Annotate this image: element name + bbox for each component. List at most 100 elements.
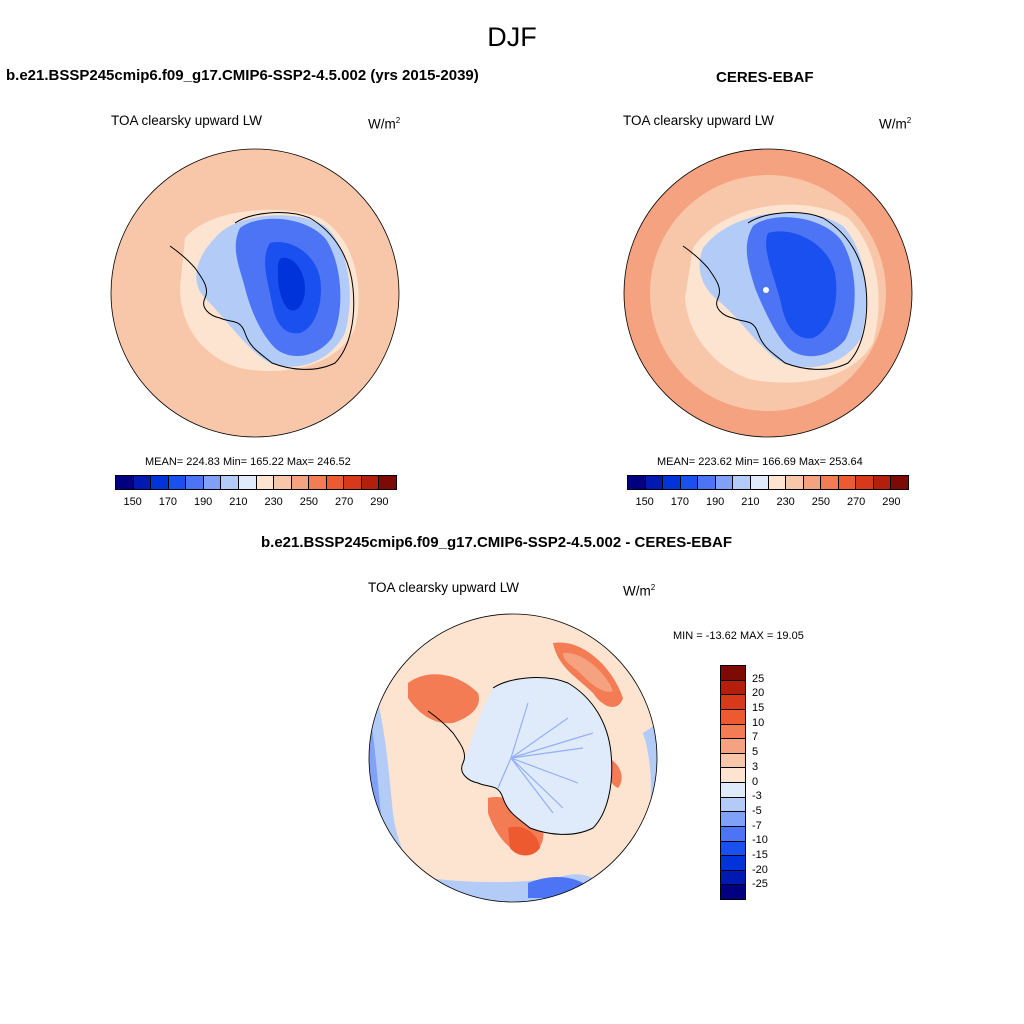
diff-colorbar-tick-label: 15 <box>752 702 765 715</box>
model-colorbar-tick-label: 250 <box>299 496 319 508</box>
obs-colorbar-swatch <box>838 476 857 489</box>
diff-colorbar-swatch <box>721 753 745 769</box>
obs-colorbar-ticks: 150 170 190 210 230 250 270 290 <box>627 496 909 510</box>
diff-colorbar-tick-label: -5 <box>752 804 762 817</box>
model-colorbar-tick-label: 270 <box>334 496 354 508</box>
obs-colorbar-swatch <box>821 476 839 489</box>
model-colorbar-swatch <box>221 476 239 489</box>
obs-colorbar-swatch <box>873 476 892 489</box>
model-coastline <box>169 212 355 370</box>
obs-colorbar-swatch <box>680 476 699 489</box>
obs-colorbar-tick-label: 230 <box>776 496 795 508</box>
model-colorbar-swatch <box>151 476 169 489</box>
diff-colorbar-swatch <box>721 841 745 857</box>
model-colorbar-swatch <box>309 476 327 489</box>
model-colorbar-swatch <box>168 476 187 489</box>
obs-colorbar-swatch <box>663 476 681 489</box>
model-colorbar-ticks: 150 170 190 210 230 250 270 290 <box>115 496 397 510</box>
diff-continent <box>461 677 612 835</box>
obs-colorbar-swatch <box>803 476 822 489</box>
diff-colorbar-ticks: 25 20 15 10 7 5 3 0 -3 -5 -7 -10 -15 -20 -25 <box>752 665 792 900</box>
model-colorbar-swatch <box>116 476 134 489</box>
diff-colorbar-tick-label: -10 <box>752 834 768 847</box>
diff-colorbar-tick-label: -7 <box>752 819 762 832</box>
diff-colorbar-swatch <box>721 812 745 827</box>
obs-colorbar-swatch <box>786 476 804 489</box>
diff-colorbar-swatch <box>721 856 745 871</box>
obs-stats: MEAN= 223.62 Min= 166.69 Max= 253.64 <box>657 456 863 468</box>
diff-variable-label: TOA clearsky upward LW <box>368 580 520 595</box>
model-colorbar-swatch <box>203 476 222 489</box>
model-panel-header: b.e21.BSSP245cmip6.f09_g17.CMIP6-SSP2-4.… <box>6 67 479 84</box>
obs-units-label: W/m2 <box>879 116 912 132</box>
diff-colorbar-tick-label: 25 <box>752 672 765 685</box>
diff-colorbar-swatch <box>721 709 745 725</box>
diff-colorbar-tick-label: 0 <box>752 775 759 788</box>
model-colorbar <box>115 475 397 490</box>
obs-colorbar-tick-label: 270 <box>846 496 866 508</box>
obs-panel-header: CERES-EBAF <box>716 69 814 86</box>
obs-colorbar-tick-label: 290 <box>882 496 901 508</box>
diff-colorbar-tick-label: -3 <box>752 790 762 803</box>
obs-colorbar-tick-label: 210 <box>741 496 760 508</box>
model-colorbar-swatch <box>361 476 380 489</box>
diff-colorbar-swatch <box>721 797 745 813</box>
diff-colorbar-swatch <box>721 680 745 696</box>
model-colorbar-swatch <box>186 476 204 489</box>
model-polar-map <box>110 148 400 438</box>
model-colorbar-swatch <box>326 476 345 489</box>
diff-colorbar-tick-label: -15 <box>752 848 768 861</box>
model-colorbar-swatch <box>256 476 275 489</box>
model-colorbar-swatch <box>291 476 310 489</box>
model-colorbar-swatch <box>379 476 396 489</box>
obs-variable-label: TOA clearsky upward LW <box>623 113 775 128</box>
model-colorbar-tick-label: 150 <box>123 496 142 508</box>
diff-colorbar-swatch <box>721 768 745 783</box>
model-colorbar-swatch <box>238 476 257 489</box>
model-stats: MEAN= 224.83 Min= 165.22 Max= 246.52 <box>145 456 351 468</box>
diff-radial-streaks <box>497 702 594 814</box>
obs-colorbar-tick-label: 190 <box>705 496 725 508</box>
diff-colorbar-swatch <box>721 695 745 710</box>
obs-colorbar-swatch <box>891 476 908 489</box>
obs-colorbar-tick-label: 170 <box>670 496 690 508</box>
diff-colorbar-swatch <box>721 826 745 842</box>
model-colorbar-swatch <box>344 476 362 489</box>
diff-colorbar-tick-label: 5 <box>752 746 759 759</box>
diff-coastline <box>427 677 613 835</box>
obs-colorbar-swatch <box>645 476 664 489</box>
obs-colorbar-tick-label: 250 <box>811 496 831 508</box>
model-colorbar-tick-label: 290 <box>370 496 389 508</box>
diff-peninsula-positive <box>408 674 479 724</box>
obs-colorbar-swatch <box>628 476 646 489</box>
diff-colorbar-swatch <box>721 870 745 886</box>
obs-polar-map <box>623 148 913 438</box>
diff-units-label: W/m2 <box>623 583 656 599</box>
diff-polar-map <box>368 613 658 903</box>
obs-colorbar-swatch <box>768 476 787 489</box>
model-units-label: W/m2 <box>368 116 401 132</box>
obs-colorbar-swatch <box>733 476 751 489</box>
model-colorbar-swatch <box>133 476 152 489</box>
diff-colorbar-tick-label: -25 <box>752 878 768 891</box>
diff-colorbar-tick-label: 3 <box>752 760 759 773</box>
diff-colorbar-tick-label: 10 <box>752 716 765 729</box>
model-colorbar-swatch <box>274 476 292 489</box>
figure-title: DJF <box>487 22 537 52</box>
diff-colorbar-tick-label: 20 <box>752 687 765 700</box>
obs-colorbar-swatch <box>715 476 734 489</box>
diff-colorbar-tick-label: -20 <box>752 863 768 876</box>
obs-colorbar-swatch <box>856 476 874 489</box>
model-ice-deep <box>277 257 305 311</box>
diff-colorbar-swatch <box>721 739 745 754</box>
obs-coastline <box>682 212 868 370</box>
diff-colorbar-tick-label: 7 <box>752 731 759 744</box>
diff-colorbar-swatch <box>721 885 745 899</box>
diff-colorbar-swatch <box>721 666 745 681</box>
obs-ice-core <box>766 231 837 339</box>
diff-colorbar-swatch <box>721 724 745 740</box>
model-variable-label: TOA clearsky upward LW <box>111 113 263 128</box>
model-colorbar-tick-label: 210 <box>229 496 248 508</box>
model-colorbar-tick-label: 190 <box>193 496 213 508</box>
model-colorbar-tick-label: 230 <box>264 496 283 508</box>
